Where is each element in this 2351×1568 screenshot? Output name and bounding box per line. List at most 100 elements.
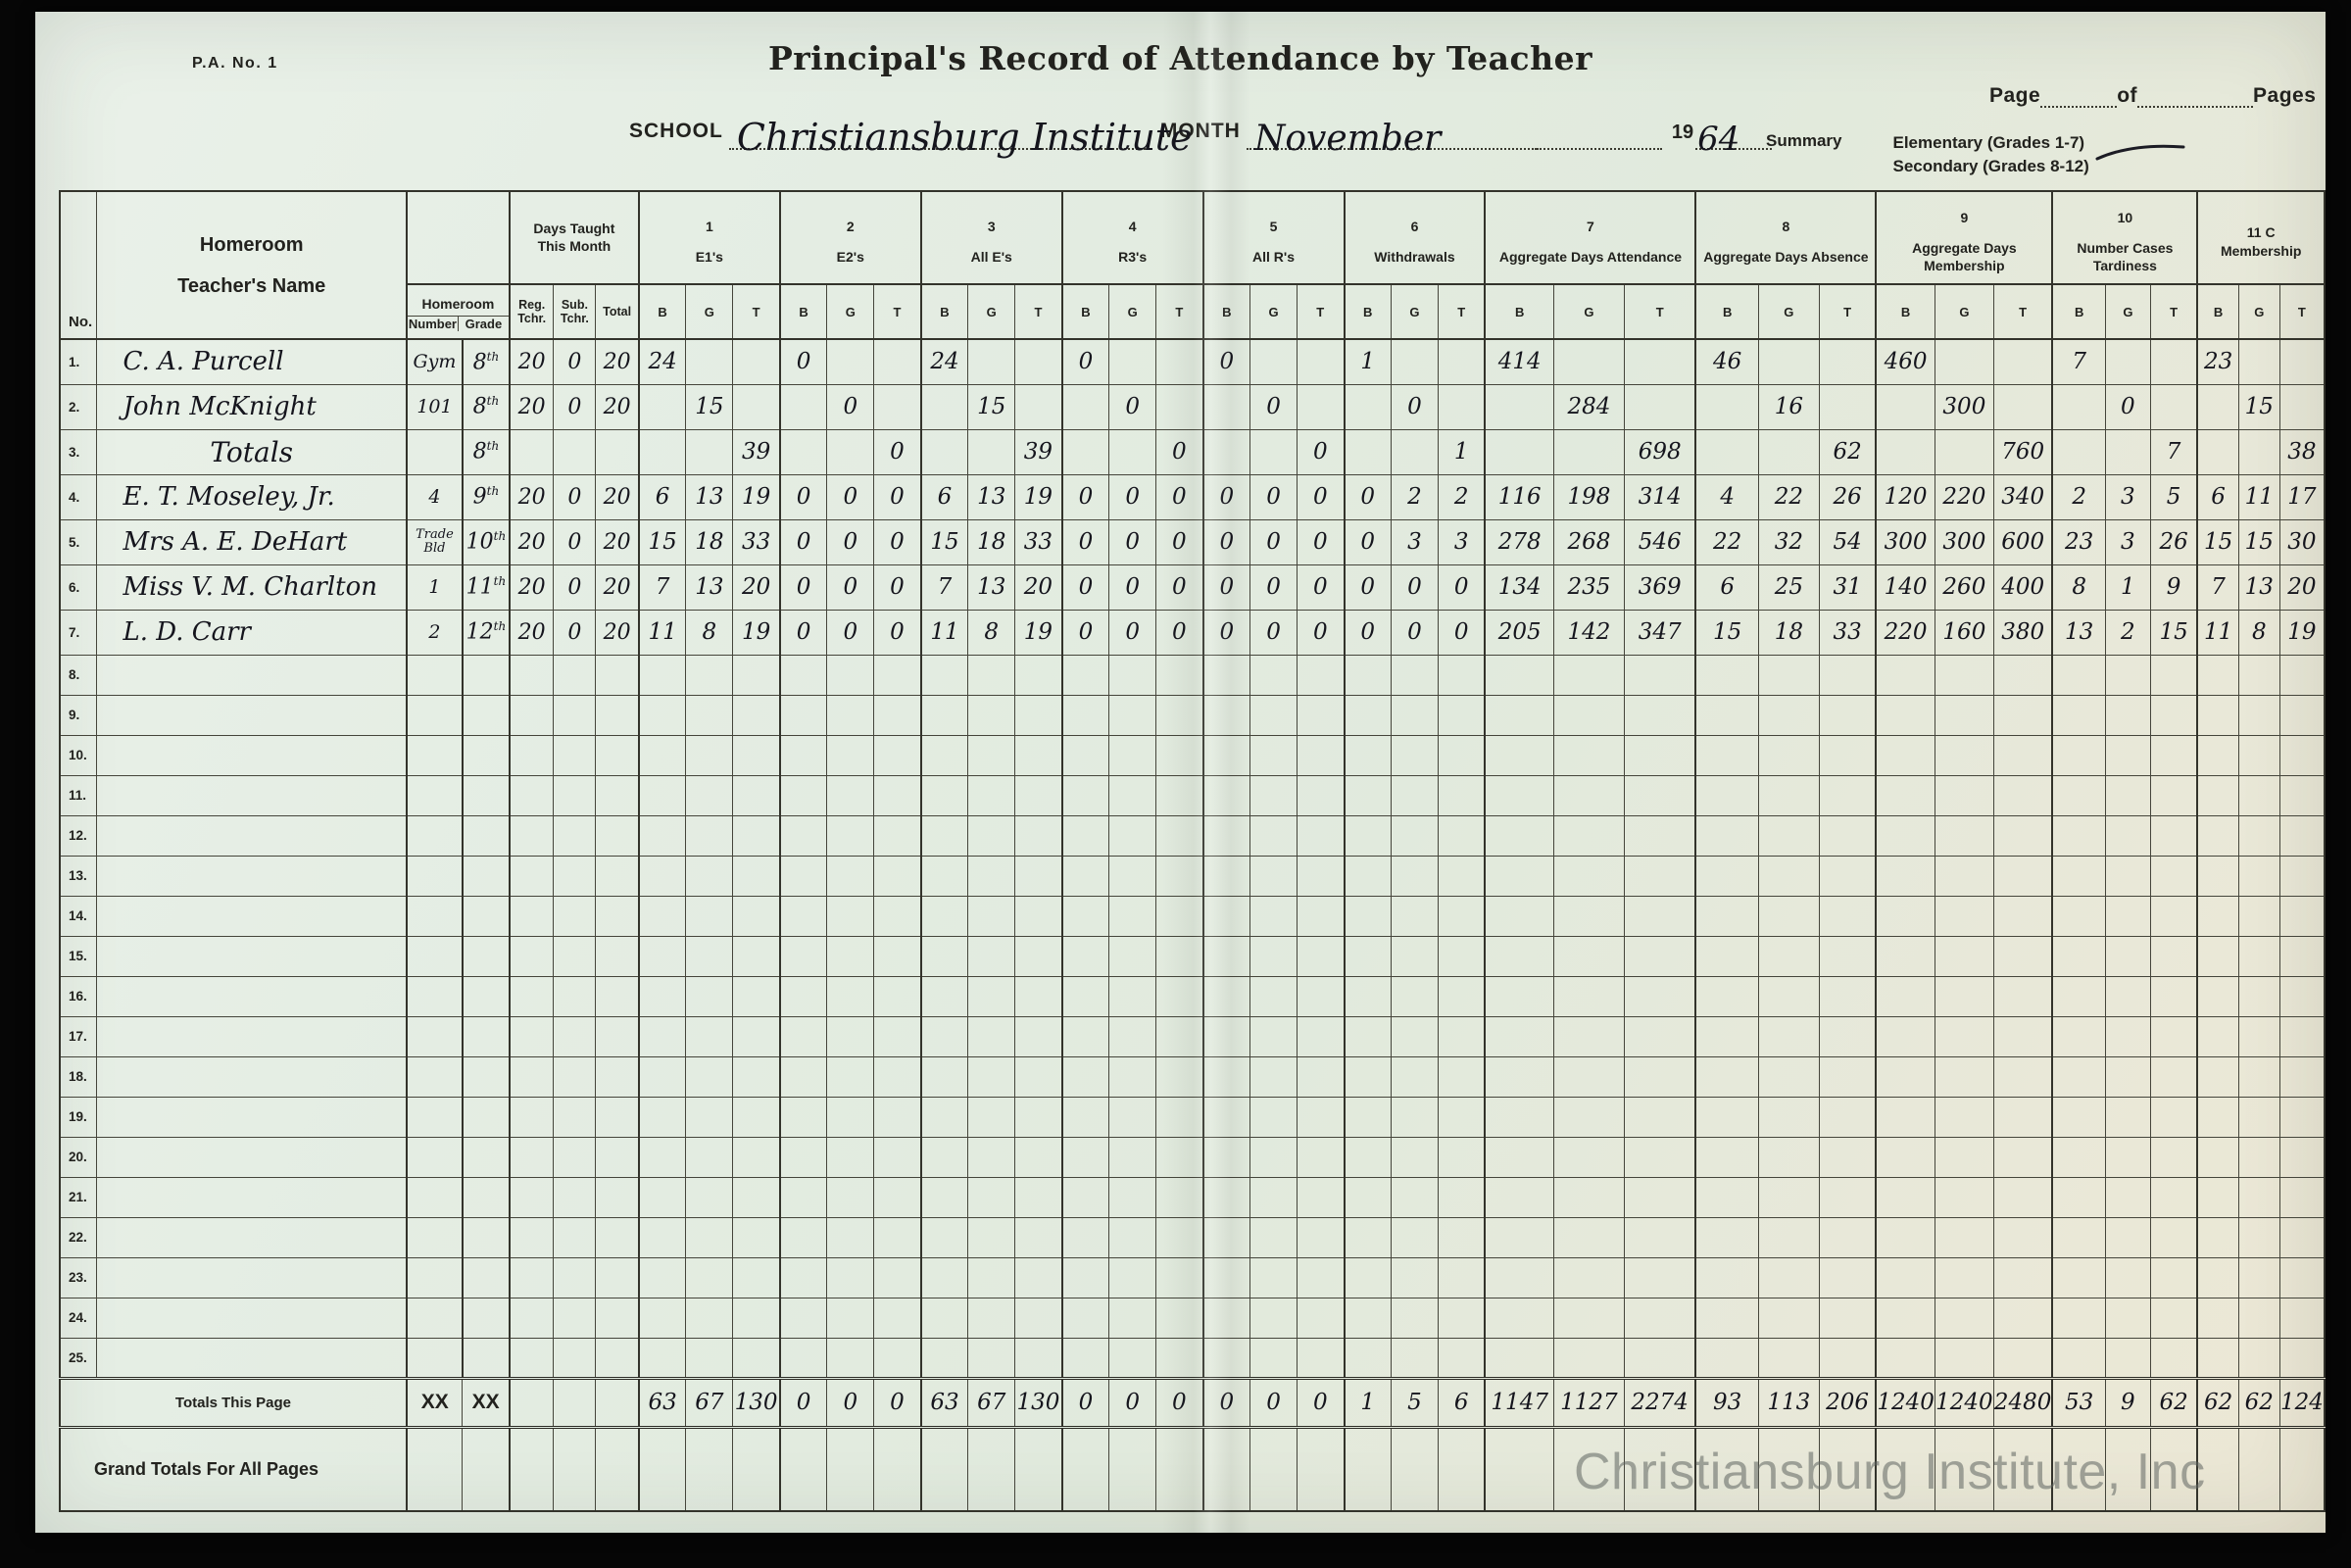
value-cell (919, 774, 969, 816)
value-cell (1992, 338, 2053, 385)
value-cell (1934, 1216, 1994, 1258)
homeroom-grade-cell: 8th (461, 338, 511, 385)
value-cell (2149, 814, 2198, 857)
value-cell (1623, 734, 1696, 776)
teacher-name-cell (96, 1015, 408, 1057)
days-total-cell (595, 935, 640, 977)
value-cell: 93 (1694, 1376, 1759, 1429)
value-cell (1757, 1055, 1820, 1098)
table-row: 2. John McKnight 101 8th 20 0 20 15 0 15 0 0 0 284 16 3… (59, 383, 2326, 430)
year-prefix: 19 (1671, 122, 1694, 143)
value-cell: 1240 (1875, 1376, 1935, 1429)
value-cell: 2274 (1623, 1376, 1696, 1429)
column-group-header: 3 All E's (919, 190, 1063, 285)
value-cell (2149, 1015, 2198, 1057)
value-cell: 9 (2149, 564, 2198, 611)
value-cell (1343, 1337, 1392, 1379)
value-cell (1694, 694, 1759, 736)
value-cell (967, 654, 1016, 696)
teacher-name-cell: Miss V. M. Charlton (96, 564, 408, 611)
value-cell (637, 1337, 687, 1379)
attendance-table: No. Homeroom Teacher's Name Days Taught … (59, 190, 2326, 1512)
value-cell (1992, 1176, 2053, 1218)
value-cell (2051, 774, 2106, 816)
value-cell (1014, 855, 1063, 897)
value-cell: 113 (1757, 1376, 1820, 1429)
teacher-name-cell (96, 1096, 408, 1138)
value-cell (637, 1256, 687, 1298)
homeroom-grade-cell: 10th (461, 518, 511, 565)
value-cell: 220 (1934, 473, 1994, 520)
homeroom-grade-cell (462, 1426, 511, 1512)
value-cell (2149, 383, 2198, 430)
bgt-header: G (967, 283, 1016, 340)
value-cell (873, 1297, 922, 1339)
value-cell (967, 855, 1016, 897)
value-cell (1201, 654, 1251, 696)
summary-options: Elementary (Grades 1-7) Secondary (Grade… (1892, 131, 2185, 178)
row-number-cell: 9. (59, 694, 98, 736)
value-cell: 0 (873, 518, 922, 565)
value-cell (1552, 935, 1625, 977)
days-reg-cell (508, 975, 555, 1017)
value-cell (778, 855, 828, 897)
value-cell (685, 338, 734, 385)
value-cell (1108, 1176, 1157, 1218)
value-cell: 0 (826, 609, 875, 656)
value-cell (2196, 1096, 2239, 1138)
value-cell (1623, 1136, 1696, 1178)
value-cell (1014, 383, 1063, 430)
value-cell (873, 1015, 922, 1057)
value-cell (1343, 1297, 1392, 1339)
value-cell (1343, 694, 1392, 736)
value-cell (2237, 774, 2280, 816)
days-reg-cell (508, 1216, 555, 1258)
value-cell: 0 (1249, 383, 1298, 430)
value-cell (1297, 654, 1345, 696)
value-cell: 0 (1297, 428, 1345, 475)
homeroom-number-cell (405, 694, 464, 736)
days-sub-cell (553, 1136, 597, 1178)
value-cell (1757, 774, 1820, 816)
value-cell (732, 734, 781, 776)
value-cell (1155, 383, 1204, 430)
value-cell: 38 (2278, 428, 2326, 475)
value-cell: 16 (1757, 383, 1820, 430)
month-label: MONTH (1159, 120, 1241, 142)
value-cell: 134 (1484, 564, 1554, 611)
value-cell: 0 (778, 1376, 828, 1429)
value-cell: 4 (1694, 473, 1759, 520)
value-cell (1437, 1015, 1486, 1057)
value-cell (637, 774, 687, 816)
days-total-cell (595, 895, 640, 937)
value-cell: 15 (637, 518, 687, 565)
column-group-header: 5 All R's (1201, 190, 1345, 285)
value-cell (2237, 694, 2280, 736)
homeroom-grade-cell: 8th (461, 383, 511, 430)
value-cell (1484, 855, 1554, 897)
value-cell (1818, 935, 1877, 977)
value-cell (2278, 1015, 2326, 1057)
value-cell (1437, 1096, 1486, 1138)
value-cell (1201, 814, 1251, 857)
value-cell (1014, 814, 1063, 857)
value-cell: 8 (967, 609, 1016, 656)
value-cell (1297, 895, 1345, 937)
teacher-name-cell (96, 1337, 408, 1379)
value-cell (2278, 654, 2326, 696)
value-cell (1623, 383, 1696, 430)
value-cell (2278, 935, 2326, 977)
value-cell (1552, 774, 1625, 816)
value-cell (778, 383, 828, 430)
value-cell (826, 855, 875, 897)
bgt-header: G (1390, 283, 1439, 340)
value-cell (1108, 1256, 1157, 1298)
value-cell (1552, 428, 1625, 475)
value-cell: 120 (1875, 473, 1935, 520)
value-cell: 0 (1155, 518, 1204, 565)
value-cell (1155, 694, 1204, 736)
bgt-header: T (1623, 283, 1696, 340)
value-cell: 0 (873, 428, 922, 475)
value-cell (637, 895, 687, 937)
homeroom-number-cell (405, 814, 464, 857)
